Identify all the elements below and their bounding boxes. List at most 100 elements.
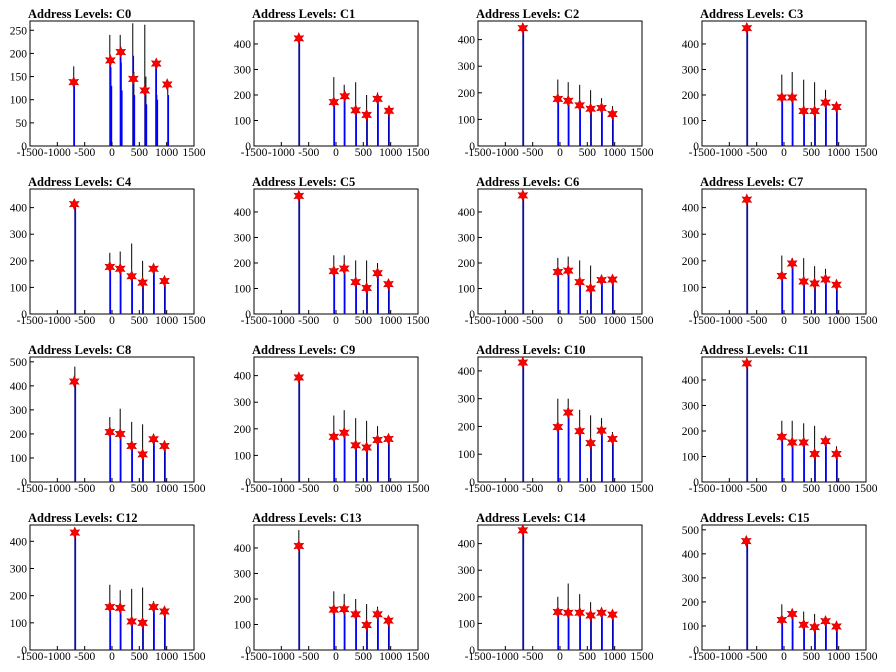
peak-marker <box>562 606 574 620</box>
x-tick-label: 1500 <box>855 315 878 327</box>
peak-marker <box>328 603 340 616</box>
x-tick-label: 0 <box>333 315 339 327</box>
x-tick-label: 1000 <box>827 483 850 495</box>
peak-marker <box>127 72 139 86</box>
y-tick-label: 250 <box>10 25 28 37</box>
peak-marker <box>361 108 373 122</box>
plot-frame <box>477 188 643 315</box>
x-tick-label: -1500 <box>465 651 492 663</box>
y-tick-label: 300 <box>682 400 700 412</box>
peak-marker <box>574 606 586 620</box>
y-tick-label: 100 <box>458 449 476 461</box>
x-tick-label: -1500 <box>17 651 44 663</box>
y-tick-label: 500 <box>682 525 700 537</box>
subplot-title: Address Levels: C5 <box>252 175 355 189</box>
x-tick-label: -1000 <box>44 651 71 663</box>
y-tick-label: 100 <box>682 451 700 463</box>
x-tick-label: -1000 <box>492 315 519 327</box>
x-tick-label: -1500 <box>17 147 44 159</box>
peak-marker <box>159 274 170 288</box>
x-tick-label: -1000 <box>716 483 743 495</box>
y-tick-label: 100 <box>234 450 252 462</box>
subplot-title: Address Levels: C14 <box>476 511 586 525</box>
peak-marker <box>798 436 810 449</box>
y-tick-label: 400 <box>234 371 252 383</box>
peak-marker <box>68 375 80 388</box>
y-tick-label: 400 <box>682 549 700 561</box>
peak-marker <box>338 262 350 275</box>
x-tick-label: 1500 <box>407 147 430 159</box>
peak-marker <box>562 94 574 108</box>
y-tick-label: 0 <box>469 141 475 153</box>
peak-marker <box>517 189 529 202</box>
x-tick-label: 500 <box>131 315 149 327</box>
x-tick-label: 0 <box>109 483 115 495</box>
x-tick-label: 1000 <box>155 147 178 159</box>
peak-marker <box>361 441 373 454</box>
peak-marker <box>361 281 373 295</box>
x-tick-label: 500 <box>803 483 821 495</box>
x-tick-label: 0 <box>333 147 339 159</box>
x-tick-label: 1000 <box>827 651 850 663</box>
y-tick-label: 200 <box>458 258 476 270</box>
x-tick-label: -1000 <box>268 315 295 327</box>
subplot-4: Address Levels: C4 0 100 200 300 400 -1500 -100… <box>10 175 206 327</box>
x-tick-label: -500 <box>746 315 767 327</box>
y-tick-label: 100 <box>10 618 28 630</box>
peak-marker <box>148 262 159 276</box>
subplot-3: Address Levels: C3 0 100 200 300 400 -1500 -100… <box>682 7 878 159</box>
y-tick-label: 300 <box>682 229 700 241</box>
y-tick-label: 0 <box>245 477 251 489</box>
x-tick-label: -500 <box>298 315 319 327</box>
y-tick-label: 300 <box>234 232 252 244</box>
plot-frame <box>253 188 419 315</box>
x-tick-label: 0 <box>557 651 563 663</box>
peak-marker <box>114 262 126 276</box>
peak-marker <box>68 197 80 211</box>
x-tick-label: 1000 <box>827 315 850 327</box>
peak-marker <box>809 277 821 290</box>
peak-marker <box>328 95 340 109</box>
peak-marker <box>740 534 752 548</box>
y-tick-label: 300 <box>10 405 28 417</box>
peak-marker <box>574 275 586 289</box>
plot-frame <box>253 524 419 651</box>
x-tick-label: 1500 <box>407 483 430 495</box>
x-tick-label: -1000 <box>44 147 71 159</box>
y-tick-label: 300 <box>682 573 700 585</box>
peak-marker <box>517 21 529 35</box>
x-tick-label: 1000 <box>379 651 402 663</box>
subplot-title: Address Levels: C3 <box>700 7 803 21</box>
x-tick-label: 1000 <box>155 315 178 327</box>
x-tick-label: 1000 <box>155 483 178 495</box>
subplot-6: Address Levels: C6 0 100 200 300 400 -1500 -100… <box>458 175 654 327</box>
peak-marker <box>517 524 529 537</box>
x-tick-label: 500 <box>355 147 373 159</box>
peak-marker <box>104 600 116 614</box>
peak-marker <box>786 607 798 621</box>
y-tick-label: 300 <box>234 568 252 580</box>
x-tick-label: 1000 <box>155 651 178 663</box>
y-tick-label: 300 <box>458 61 476 73</box>
peak-marker <box>585 102 597 116</box>
peak-marker <box>552 92 564 106</box>
subplot-title: Address Levels: C9 <box>252 343 355 357</box>
peak-marker <box>820 434 831 448</box>
x-tick-label: 1500 <box>183 483 206 495</box>
plot-frame <box>29 188 195 315</box>
y-tick-label: 400 <box>234 543 252 555</box>
peak-marker <box>139 84 151 97</box>
subplot-title: Address Levels: C6 <box>476 175 579 189</box>
x-tick-label: 0 <box>557 483 563 495</box>
peak-marker <box>68 75 80 89</box>
x-tick-label: -1500 <box>689 651 716 663</box>
y-tick-label: 50 <box>16 118 28 130</box>
x-tick-label: 1500 <box>631 483 654 495</box>
x-tick-label: 1500 <box>855 651 878 663</box>
peak-marker <box>820 614 831 628</box>
x-tick-label: 0 <box>109 651 115 663</box>
x-tick-label: -500 <box>298 147 319 159</box>
y-tick-label: 200 <box>234 258 252 270</box>
x-tick-label: 1500 <box>631 315 654 327</box>
y-tick-label: 0 <box>693 141 699 153</box>
